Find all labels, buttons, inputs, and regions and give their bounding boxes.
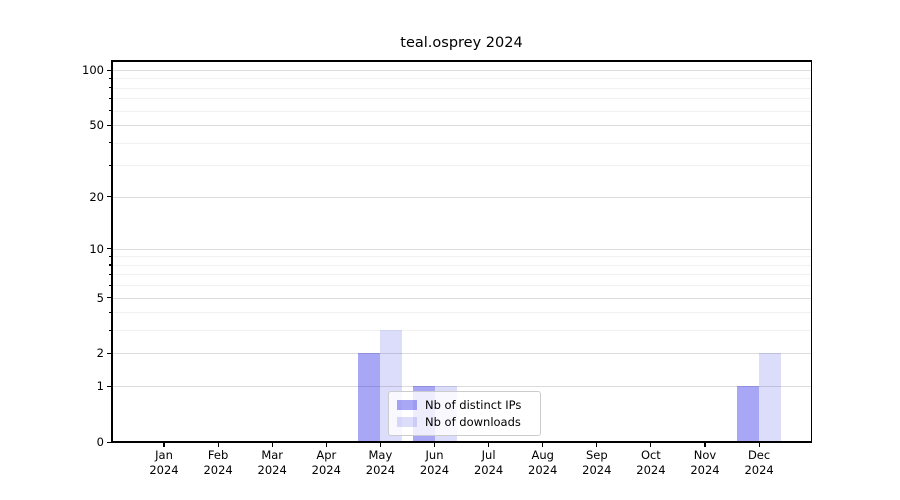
bar-nb-of-distinct-ips-may [358,353,381,443]
y-minor-tick-mark-40 [109,142,111,144]
x-tick-mark-jul [488,443,490,447]
y-tick-mark-5 [107,297,111,299]
y-minor-tick-mark-6 [109,284,111,286]
x-tick-label-aug: Aug 2024 [528,448,558,477]
y-minor-tick-mark-60 [109,110,111,112]
gridline-major-10 [111,248,812,250]
x-tick-label-jun: Jun 2024 [419,448,450,477]
y-tick-mark-1 [107,385,111,387]
x-tick-mark-apr [325,443,327,447]
x-tick-label-feb: Feb 2024 [203,448,233,477]
x-tick-mark-sep [596,443,598,447]
x-tick-mark-oct [650,443,652,447]
x-axis-spine [111,441,812,443]
x-tick-mark-jun [433,443,436,447]
gridline-minor-70 [111,98,812,100]
plot-area: 0 1 2 5 10 20 50 100 Jan 2024 Feb 2024 Mar 2024 Apr 202… [82,60,812,477]
x-tick-mark-jan [163,443,165,447]
gridline-major-100 [111,70,812,71]
x-tick-label-sep: Sep 2024 [582,448,612,477]
bar-nb-of-distinct-ips-dec [737,386,760,443]
x-tick-label-may: May 2024 [365,448,396,477]
x-tick-mark-may [379,443,381,447]
chart-title: teal.osprey 2024 [400,35,523,51]
gridline-minor-8 [111,264,812,266]
x-tick-label-oct: Oct 2024 [636,448,666,477]
x-tick-label-jan: Jan 2024 [149,448,179,477]
gridline-minor-4 [111,312,812,314]
x-tick-label-jul: Jul 2024 [473,448,504,477]
y-tick-label-2: 2 [96,346,104,361]
y-minor-tick-mark-3 [109,329,111,331]
x-tick-mark-dec [758,443,760,447]
bar-nb-of-downloads-dec [759,353,782,443]
x-tick-label-mar: Mar 2024 [257,448,287,477]
x-tick-mark-aug [542,443,544,447]
y-minor-tick-mark-80 [109,87,111,89]
gridline-major-20 [111,196,812,198]
y-tick-mark-0 [107,441,111,443]
gridline-minor-3 [111,330,812,332]
gridline-minor-30 [111,165,812,167]
legend-row-distinct-ips: Nb of distinct IPs [397,398,532,412]
right-spine [810,60,812,443]
gridline-major-50 [111,125,812,127]
gridline-major-5 [111,297,812,299]
y-minor-tick-mark-30 [109,164,111,166]
y-tick-mark-100 [107,69,111,71]
legend-row-downloads: Nb of downloads [397,415,532,429]
gridline-minor-40 [111,142,812,144]
y-tick-label-1: 1 [96,379,104,394]
y-tick-label-0: 0 [96,435,104,449]
x-tick-label-apr: Apr 2024 [311,448,341,477]
gridline-major-1 [111,386,812,388]
y-minor-tick-mark-7 [109,273,111,276]
y-tick-label-100: 100 [82,63,104,77]
gridline-minor-9 [111,256,812,258]
gridline-major-2 [111,353,812,355]
y-tick-label-5: 5 [96,290,104,305]
y-tick-mark-20 [107,196,111,198]
x-tick-label-dec: Dec 2024 [744,448,774,477]
gridline-minor-7 [111,274,812,276]
y-tick-mark-2 [107,352,111,355]
gridline-minor-60 [111,110,812,112]
y-minor-tick-mark-70 [109,97,111,100]
gridline-minor-6 [111,285,812,287]
x-tick-label-nov: Nov 2024 [690,448,720,477]
y-axis-spine [111,60,113,443]
legend-swatch-downloads [397,417,417,428]
y-tick-label-20: 20 [89,189,104,204]
gridline-minor-80 [111,87,812,89]
y-minor-tick-mark-4 [109,311,111,313]
gridline-minor-90 [111,78,812,80]
y-minor-tick-mark-8 [109,264,111,266]
legend-label-downloads: Nb of downloads [425,415,521,430]
y-minor-tick-mark-9 [109,255,111,258]
legend: Nb of distinct IPs Nb of downloads [388,391,541,436]
legend-swatch-distinct-ips [397,399,417,410]
top-spine [111,60,812,62]
x-tick-mark-mar [271,443,273,447]
x-tick-mark-feb [217,443,219,447]
y-tick-mark-10 [107,248,111,250]
x-tick-mark-nov [704,443,706,447]
y-minor-tick-mark-90 [109,77,111,80]
y-tick-label-50: 50 [89,118,104,133]
y-tick-mark-50 [107,124,111,126]
y-tick-label-10: 10 [89,241,104,256]
legend-label-distinct-ips: Nb of distinct IPs [425,397,522,412]
